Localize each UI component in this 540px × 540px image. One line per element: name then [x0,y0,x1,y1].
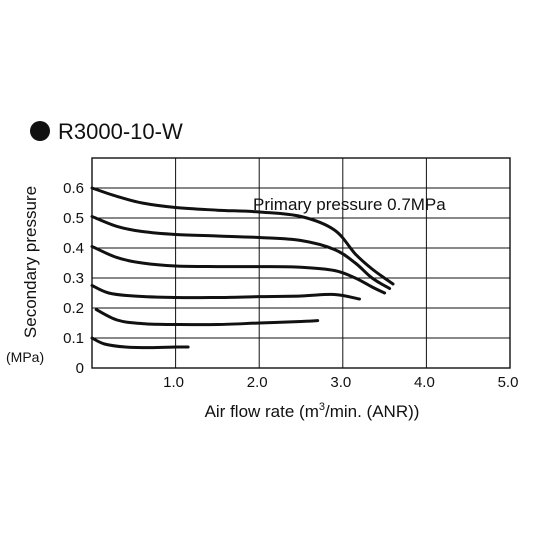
y-axis-label: Secondary pressure [21,186,40,338]
y-tick-label: 0.4 [63,240,84,257]
y-tick-label: 0.2 [63,300,84,317]
x-tick-label: 4.0 [414,374,435,391]
x-axis-label: Air flow rate (m3/min. (ANR)) [205,401,420,421]
series-line-3 [90,245,387,295]
series-line-5 [94,308,320,327]
x-tick-label: 2.0 [247,374,268,391]
series-line-6 [90,336,190,350]
x-tick-label: 3.0 [330,374,351,391]
y-axis-unit: (MPa) [6,349,44,365]
y-tick-labels: 0 0.1 0.2 0.3 0.4 0.5 0.6 [63,180,84,377]
plot-frame [91,157,511,369]
title-bullet-icon [30,121,50,141]
y-tick-label: 0.6 [63,180,84,197]
x-tick-labels: 1.0 2.0 3.0 4.0 5.0 [163,374,518,391]
x-tick-label: 1.0 [163,374,184,391]
y-tick-label: 0 [76,360,84,377]
chart-title: R3000-10-W [58,119,183,144]
x-axis-label-sup: 3 [319,401,325,413]
x-axis-label-tail: /min. (ANR)) [325,402,419,421]
y-tick-label: 0.3 [63,270,84,287]
series-line-2 [90,215,392,290]
primary-pressure-annotation: Primary pressure 0.7MPa [253,195,446,214]
x-tick-label: 5.0 [498,374,519,391]
x-axis-label-main: Air flow rate (m [205,402,319,421]
y-tick-label: 0.5 [63,210,84,227]
series-group [90,186,395,350]
series-line-4 [90,284,361,301]
y-tick-label: 0.1 [63,330,84,347]
series-line-1 [90,186,395,286]
